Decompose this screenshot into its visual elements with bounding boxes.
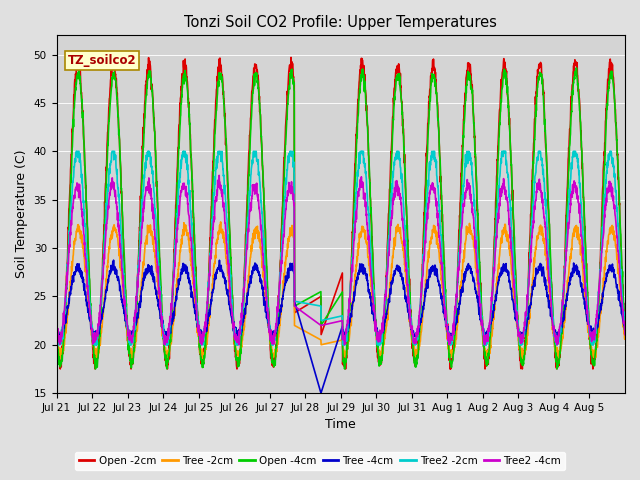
Tree2 -2cm	[72, 148, 80, 154]
Open -4cm	[573, 65, 580, 71]
Tree -2cm	[545, 276, 552, 281]
Open -2cm	[545, 207, 552, 213]
Tree -4cm	[317, 390, 324, 396]
Line: Open -2cm: Open -2cm	[56, 58, 625, 369]
Open -2cm	[52, 326, 60, 332]
Open -2cm	[614, 153, 621, 158]
Open -4cm	[232, 357, 240, 363]
Open -2cm	[109, 63, 117, 69]
Tree2 -4cm	[52, 325, 60, 331]
Tree2 -2cm	[232, 340, 240, 346]
Open -2cm	[56, 366, 64, 372]
Tree -2cm	[109, 228, 117, 234]
Tree -4cm	[52, 326, 60, 332]
Line: Tree2 -2cm: Tree2 -2cm	[56, 151, 625, 345]
Tree -4cm	[545, 299, 552, 304]
Open -4cm	[375, 363, 383, 369]
Y-axis label: Soil Temperature (C): Soil Temperature (C)	[15, 150, 28, 278]
Tree -2cm	[513, 317, 520, 323]
Tree2 -4cm	[215, 172, 223, 178]
Title: Tonzi Soil CO2 Profile: Upper Temperatures: Tonzi Soil CO2 Profile: Upper Temperatur…	[184, 15, 497, 30]
Tree -4cm	[109, 257, 117, 263]
Open -2cm	[513, 291, 520, 297]
Open -2cm	[376, 358, 383, 363]
Tree2 -4cm	[545, 269, 552, 275]
Line: Tree -4cm: Tree -4cm	[56, 260, 625, 393]
Open -2cm	[287, 55, 295, 60]
Tree -2cm	[52, 337, 60, 343]
Tree -2cm	[621, 334, 629, 340]
Open -4cm	[109, 72, 117, 77]
Open -2cm	[232, 356, 240, 362]
Tree -2cm	[232, 349, 240, 355]
Tree -4cm	[376, 332, 383, 338]
Tree2 -2cm	[614, 212, 621, 218]
Line: Tree2 -4cm: Tree2 -4cm	[56, 175, 625, 345]
Open -4cm	[512, 280, 520, 286]
Open -4cm	[614, 151, 621, 157]
Tree2 -4cm	[376, 336, 383, 342]
Tree -2cm	[163, 356, 170, 362]
Tree2 -4cm	[109, 185, 117, 191]
Open -4cm	[52, 330, 60, 336]
Tree -4cm	[513, 316, 520, 322]
Tree2 -2cm	[513, 302, 520, 308]
X-axis label: Time: Time	[325, 419, 356, 432]
Tree2 -4cm	[513, 310, 520, 316]
Tree2 -4cm	[161, 342, 169, 348]
Tree2 -2cm	[52, 329, 60, 335]
Open -4cm	[545, 196, 552, 202]
Tree2 -2cm	[54, 342, 62, 348]
Tree -2cm	[614, 256, 621, 262]
Text: TZ_soilco2: TZ_soilco2	[68, 54, 136, 67]
Open -4cm	[621, 326, 629, 332]
Tree2 -4cm	[621, 332, 629, 337]
Tree2 -4cm	[232, 333, 240, 339]
Tree -4cm	[109, 264, 117, 269]
Legend: Open -2cm, Tree -2cm, Open -4cm, Tree -4cm, Tree2 -2cm, Tree2 -4cm: Open -2cm, Tree -2cm, Open -4cm, Tree -4…	[75, 452, 565, 470]
Tree -4cm	[621, 323, 629, 329]
Tree -2cm	[217, 219, 225, 225]
Tree2 -2cm	[545, 253, 552, 259]
Tree -4cm	[614, 286, 621, 291]
Tree2 -4cm	[614, 234, 621, 240]
Tree2 -2cm	[110, 157, 118, 163]
Tree2 -2cm	[376, 342, 383, 348]
Tree2 -2cm	[621, 324, 629, 330]
Tree -4cm	[232, 331, 240, 337]
Tree -2cm	[376, 348, 383, 353]
Line: Open -4cm: Open -4cm	[56, 68, 625, 369]
Line: Tree -2cm: Tree -2cm	[56, 222, 625, 359]
Open -4cm	[92, 366, 99, 372]
Open -2cm	[621, 325, 629, 331]
